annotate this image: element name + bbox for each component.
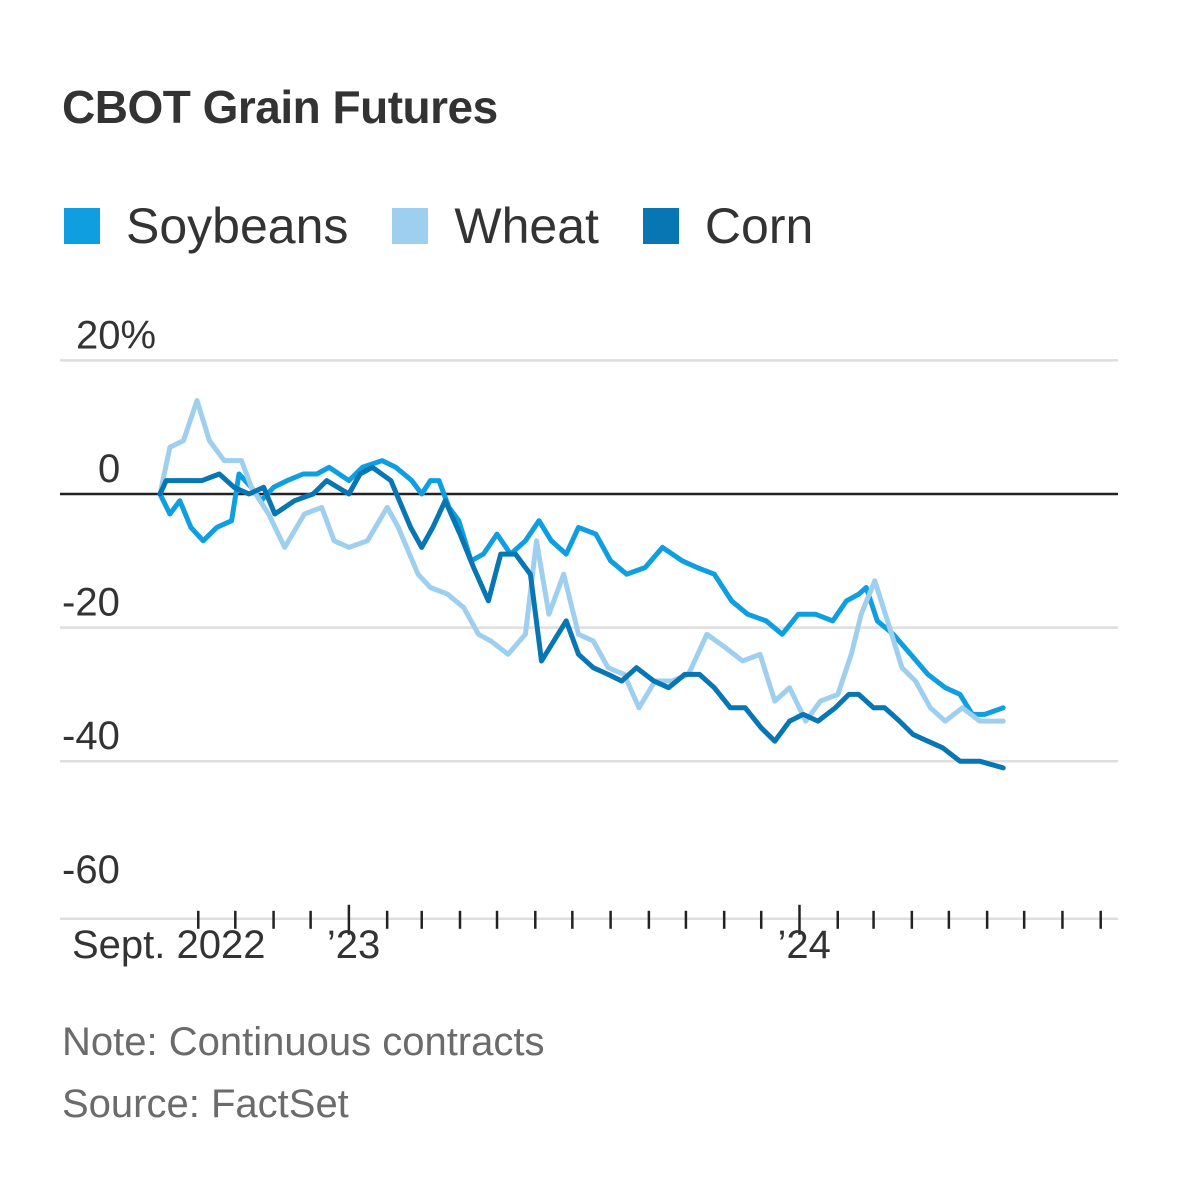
chart-source: Source: FactSet	[62, 1082, 349, 1126]
line-chart: 20% 0 -20 -40 -60 Sept. 2022 ’23 ’24	[60, 313, 1118, 967]
chart-legend: Soybeans Wheat Corn	[64, 196, 857, 256]
y-tick-label: -60	[62, 848, 120, 892]
y-tick-label: 0	[98, 447, 120, 491]
legend-label-wheat: Wheat	[454, 198, 599, 254]
series-line-soybeans	[157, 458, 1006, 717]
legend-label-corn: Corn	[704, 198, 814, 254]
x-tick-label: Sept. 2022	[72, 923, 266, 967]
legend-swatch-wheat	[392, 208, 429, 244]
y-tick-label: -20	[62, 581, 120, 625]
x-tick-label: ’24	[777, 923, 830, 967]
legend-item-soybeans: Soybeans	[64, 197, 348, 255]
y-tick-label: 20%	[76, 313, 156, 357]
legend-swatch-corn	[642, 208, 679, 244]
chart-note: Note: Continuous contracts	[62, 1020, 545, 1064]
legend-item-wheat: Wheat	[392, 197, 599, 255]
legend-item-corn: Corn	[642, 197, 814, 255]
series-line-wheat	[157, 398, 1006, 724]
legend-swatch-soybeans	[64, 208, 100, 244]
legend-label-soybeans: Soybeans	[126, 198, 349, 254]
series-line-corn	[157, 464, 1006, 771]
chart-title: CBOT Grain Futures	[62, 81, 498, 133]
x-tick-label: ’23	[327, 923, 380, 967]
y-tick-label: -40	[62, 714, 120, 758]
